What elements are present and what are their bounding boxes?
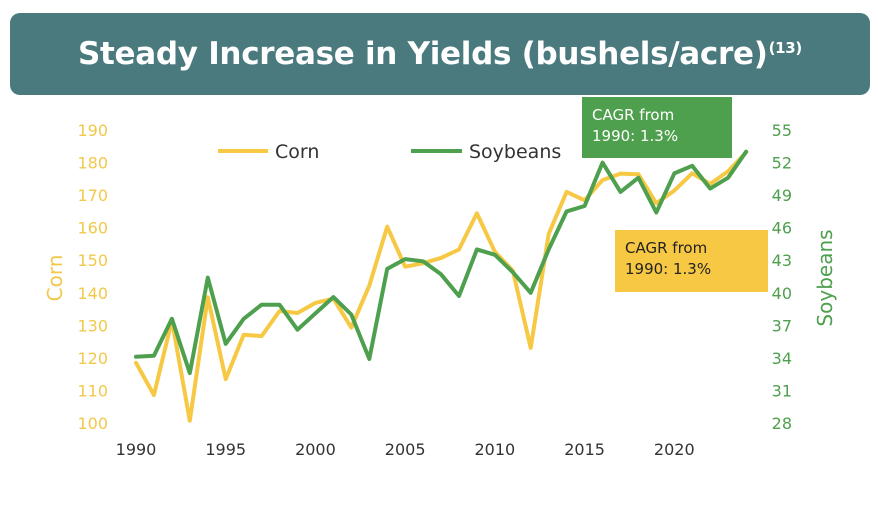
y-right-tick-52: 52 — [772, 154, 792, 173]
soybeans-cagr-callout: CAGR from 1990: 1.3% — [582, 97, 732, 158]
legend-label-corn: Corn — [275, 141, 319, 163]
y-right-tick-28: 28 — [772, 414, 792, 433]
y-right-axis-title: Soybeans — [813, 229, 837, 326]
series-line-soybeans — [134, 149, 749, 376]
x-tick-1990: 1990 — [116, 440, 157, 459]
x-ticks: 1990 1995 2000 2005 2010 2015 2020 — [116, 440, 695, 459]
y-right-tick-40: 40 — [772, 284, 792, 303]
y-right-tick-46: 46 — [772, 219, 792, 238]
x-tick-2015: 2015 — [564, 440, 605, 459]
y-left-tick-150: 150 — [77, 251, 108, 270]
x-tick-2020: 2020 — [654, 440, 695, 459]
x-tick-2010: 2010 — [474, 440, 515, 459]
soybeans-cagr-line2: 1990: 1.3% — [592, 127, 679, 145]
series-lines — [134, 149, 749, 423]
y-left-ticks: 100 110 120 130 140 150 160 170 180 190 — [77, 121, 108, 433]
y-left-tick-170: 170 — [77, 186, 108, 205]
y-left-tick-100: 100 — [77, 414, 108, 433]
y-right-tick-37: 37 — [772, 316, 792, 335]
y-right-tick-31: 31 — [772, 381, 792, 400]
y-left-tick-110: 110 — [77, 381, 108, 400]
legend-label-soybeans: Soybeans — [469, 141, 561, 163]
y-right-ticks: 28 31 34 37 40 43 46 49 52 55 — [772, 121, 792, 433]
y-left-tick-190: 190 — [77, 121, 108, 140]
corn-cagr-line1: CAGR from — [625, 239, 708, 257]
corn-cagr-line2: 1990: 1.3% — [625, 260, 712, 278]
x-tick-2000: 2000 — [295, 440, 336, 459]
y-left-tick-160: 160 — [77, 219, 108, 238]
corn-cagr-callout: CAGR from 1990: 1.3% — [615, 230, 768, 292]
y-right-tick-49: 49 — [772, 186, 792, 205]
y-left-tick-180: 180 — [77, 154, 108, 173]
title-footnote: (13) — [768, 38, 803, 57]
soybeans-cagr-line1: CAGR from — [592, 106, 675, 124]
legend: Corn Soybeans — [218, 141, 561, 163]
y-left-axis-title: Corn — [43, 255, 67, 302]
y-right-tick-55: 55 — [772, 121, 792, 140]
y-left-tick-130: 130 — [77, 316, 108, 335]
y-right-tick-43: 43 — [772, 251, 792, 270]
chart-title: Steady Increase in Yields (bushels/acre)… — [78, 36, 802, 72]
y-left-tick-120: 120 — [77, 349, 108, 368]
title-banner: Steady Increase in Yields (bushels/acre)… — [10, 13, 870, 95]
y-left-tick-140: 140 — [77, 284, 108, 303]
x-tick-2005: 2005 — [385, 440, 426, 459]
y-right-tick-34: 34 — [772, 349, 792, 368]
x-tick-1995: 1995 — [205, 440, 246, 459]
series-line-corn — [134, 150, 749, 423]
